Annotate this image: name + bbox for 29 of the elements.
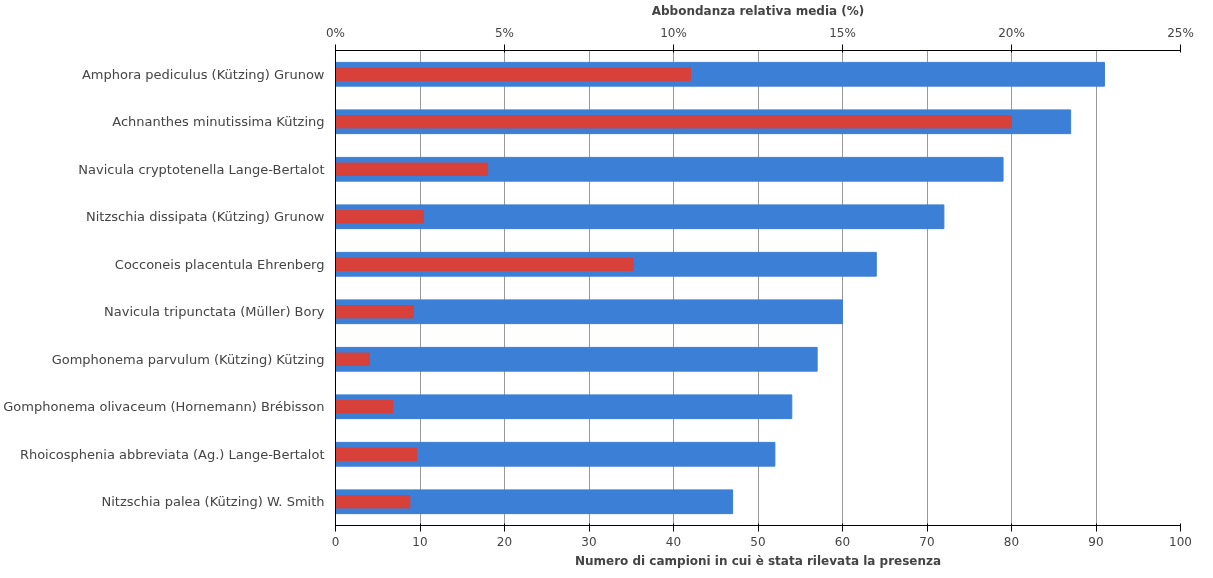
y-tick-label: Navicula cryptotenella Lange-Bertalot [78, 161, 325, 177]
x-tick-label: 40 [665, 534, 682, 549]
x-tick-label: 0 [331, 534, 340, 549]
x-tick-label: 60 [834, 534, 851, 549]
y-tick-label: Gomphonema parvulum (Kützing) Kützing [51, 351, 325, 367]
x-tick-label: 80 [1003, 534, 1020, 549]
x2-axis-title: Abbondanza relativa media (%) [651, 3, 865, 18]
y-tick-label: Cocconeis placentula Ehrenberg [114, 256, 325, 272]
x-tick-label: 10 [412, 534, 428, 549]
y-tick-label: Rhoicosphenia abbreviata (Ag.) Lange-Bertalot [19, 446, 325, 462]
x-tick-label: 100 [1169, 534, 1192, 549]
y-tick-label: Achnanthes minutissima Kützing [112, 114, 325, 130]
x2-tick-label: 25% [1167, 25, 1194, 40]
y-tick-label: Nitzschia palea (Kützing) W. Smith [101, 494, 325, 510]
y-tick-label: Amphora pediculus (Kützing) Grunow [81, 66, 325, 82]
x-tick-label: 70 [919, 534, 935, 549]
x2-tick-label: 10% [660, 25, 687, 40]
x-tick-label: 20 [496, 534, 513, 549]
x-tick-label: 90 [1088, 534, 1104, 549]
y-tick-label: Nitzschia dissipata (Kützing) Grunow [86, 209, 325, 225]
x-axis-title: Numero di campioni in cui è stata rilevata la presenza [574, 553, 942, 568]
x-tick-label: 30 [581, 534, 597, 549]
x2-tick-label: 15% [829, 25, 856, 40]
x-tick-label: 50 [750, 534, 766, 549]
x2-tick-label: 20% [998, 25, 1025, 40]
y-tick-label: Gomphonema olivaceum (Hornemann) Brébisson [3, 399, 325, 415]
x2-tick-label: 5% [494, 25, 515, 40]
y-tick-label: Navicula tripunctata (Müller) Bory [104, 304, 325, 320]
x2-tick-label: 0% [325, 25, 346, 40]
